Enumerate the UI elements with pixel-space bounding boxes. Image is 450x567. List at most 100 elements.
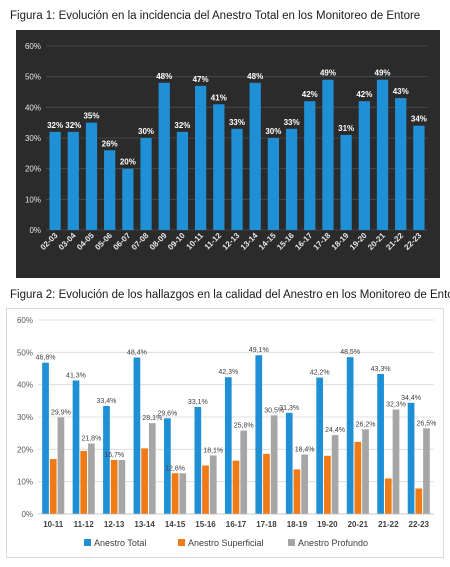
- chart-2-data-label-total: 48,4%: [127, 350, 147, 357]
- chart-2-legend-label-superficial: Anestro Superficial: [188, 538, 264, 548]
- chart-1-bar: [85, 122, 98, 230]
- chart-2-bar-superficial: [202, 465, 209, 514]
- chart-2-bar-total: [42, 362, 49, 514]
- chart-1-y-tick-label: 50%: [25, 73, 41, 82]
- chart-2-x-tick-label: 11-12: [74, 520, 95, 529]
- chart-2-y-tick-label: 20%: [17, 445, 33, 454]
- chart-2-data-label-total: 41,3%: [66, 372, 86, 379]
- chart-2-x-tick-label: 18-19: [287, 520, 308, 529]
- chart-2-y-tick-label: 10%: [17, 478, 33, 487]
- chart-1-y-tick-label: 60%: [25, 42, 41, 51]
- chart-2-data-label-superficial: 16,7%: [104, 452, 124, 459]
- chart-1-data-label: 32%: [174, 121, 190, 130]
- chart-1-bar: [267, 138, 280, 230]
- chart-2-bar-profundo: [301, 454, 308, 514]
- chart-2-x-tick-label: 17-18: [256, 520, 277, 529]
- chart-2-bar-superficial: [141, 448, 148, 514]
- chart-2-bar-superficial: [80, 450, 88, 514]
- chart-1-bar: [231, 128, 243, 230]
- chart-1-data-label: 30%: [138, 127, 154, 136]
- chart-2-bar-profundo: [331, 435, 339, 514]
- chart-2-bar-total: [194, 406, 202, 514]
- chart-1-data-label: 31%: [338, 124, 354, 133]
- chart-1-bar: [376, 79, 389, 230]
- chart-2-data-label-profundo: 30,5%: [264, 407, 284, 414]
- chart-2-bar-profundo: [392, 409, 400, 514]
- chart-1-data-label: 49%: [375, 69, 391, 78]
- chart-2-data-label-total: 48,5%: [340, 349, 360, 356]
- chart-2-x-tick-label: 10-11: [43, 520, 64, 529]
- chart-2-y-tick-label: 60%: [17, 316, 33, 325]
- chart-1-data-label: 33%: [284, 118, 300, 127]
- chart-2-bar-profundo: [57, 417, 65, 514]
- chart-1-bar: [176, 131, 189, 230]
- chart-1-data-label: 41%: [211, 93, 227, 102]
- chart-2-bar-superficial: [110, 460, 118, 514]
- chart-2-data-label-superficial: 12,6%: [165, 465, 185, 472]
- chart-2-data-label-profundo: 21,8%: [81, 436, 101, 443]
- chart-2-bar-superficial: [354, 441, 362, 514]
- chart-1-y-tick-label: 30%: [25, 134, 41, 143]
- chart-1-bar: [122, 168, 134, 230]
- chart-2-bar-superficial: [171, 473, 179, 514]
- chart-1-data-label: 20%: [120, 158, 136, 167]
- chart-2-bar-total: [72, 380, 80, 514]
- chart-2-data-label-total: 42,3%: [218, 369, 238, 376]
- chart-1-data-label: 30%: [265, 127, 281, 136]
- chart-1-bar: [395, 98, 407, 230]
- chart-1-bar: [158, 82, 170, 230]
- chart-2-bar-superficial: [293, 469, 301, 514]
- chart-anestro-quality: 0% 10% 20% 30% 40% 50% 60% 46,8% 29,9% 10-11 41,3%…: [6, 308, 444, 558]
- chart-2-x-tick-label: 12-13: [104, 520, 125, 529]
- chart-2-legend-swatch-profundo: [288, 539, 295, 546]
- chart-2-bar-profundo: [148, 423, 156, 514]
- chart-2-bar-superficial: [49, 459, 57, 514]
- chart-1-data-label: 48%: [247, 72, 263, 81]
- chart-2-data-label-profundo: 24,4%: [325, 427, 345, 434]
- chart-1-bar: [140, 138, 152, 230]
- chart-2-data-label-profundo: 28,1%: [142, 415, 162, 422]
- chart-1-data-label: 48%: [156, 72, 172, 81]
- chart-1-data-label: 26%: [102, 139, 118, 148]
- chart-2-bar-superficial: [232, 460, 240, 514]
- chart-2-data-label-total: 43,3%: [371, 366, 391, 373]
- chart-2-data-label-profundo: 18,1%: [203, 447, 223, 454]
- chart-1-bar: [194, 85, 207, 230]
- chart-1-data-label: 35%: [83, 112, 99, 121]
- chart-2-data-label-profundo: 25,8%: [234, 423, 254, 430]
- chart-2-data-label-total: 42,2%: [310, 370, 330, 377]
- chart-1-data-label: 42%: [356, 90, 372, 99]
- chart-anestro-total-incidence: 0%10%20%30%40%50%60%32%02-0332%03-0435%0…: [16, 30, 440, 278]
- chart-2-x-tick-label: 22-23: [409, 520, 430, 529]
- chart-2-y-tick-label: 40%: [17, 381, 33, 390]
- chart-2-data-label-total: 33,1%: [188, 399, 208, 406]
- chart-1-y-tick-label: 40%: [25, 103, 41, 112]
- chart-1-y-tick-label: 10%: [25, 195, 41, 204]
- chart-2-bar-profundo: [362, 429, 369, 514]
- chart-2-data-label-profundo: 32,3%: [386, 402, 406, 409]
- chart-2-x-tick-label: 20-21: [348, 520, 369, 529]
- chart-2-bar-profundo: [179, 473, 187, 514]
- chart-1-y-tick-label: 0%: [29, 226, 41, 235]
- chart-1-data-label: 47%: [193, 75, 209, 84]
- chart-2-legend-swatch-superficial: [178, 539, 185, 546]
- chart-1-bar: [104, 150, 116, 230]
- chart-1-bar: [322, 79, 334, 230]
- chart-2-bar-profundo: [270, 415, 278, 514]
- chart-1-data-label: 43%: [393, 87, 409, 96]
- chart-1-data-label: 32%: [65, 121, 81, 130]
- chart-2-legend-label-total: Anestro Total: [94, 538, 146, 548]
- chart-1-bar: [213, 104, 225, 230]
- chart-2-x-tick-label: 16-17: [226, 520, 247, 529]
- chart-2-x-tick-label: 15-16: [195, 520, 216, 529]
- chart-2-bar-total: [255, 355, 263, 514]
- chart-1-data-label: 33%: [229, 118, 245, 127]
- chart-1-bar: [49, 131, 61, 230]
- chart-1-bar: [249, 82, 261, 230]
- chart-2-bar-total: [133, 357, 141, 514]
- chart-2-bar-total: [346, 357, 354, 514]
- chart-1-data-label: 42%: [302, 90, 318, 99]
- chart-1-y-tick-label: 20%: [25, 165, 41, 174]
- chart-2-x-tick-label: 21-22: [378, 520, 399, 529]
- chart-2-x-tick-label: 13-14: [134, 520, 155, 529]
